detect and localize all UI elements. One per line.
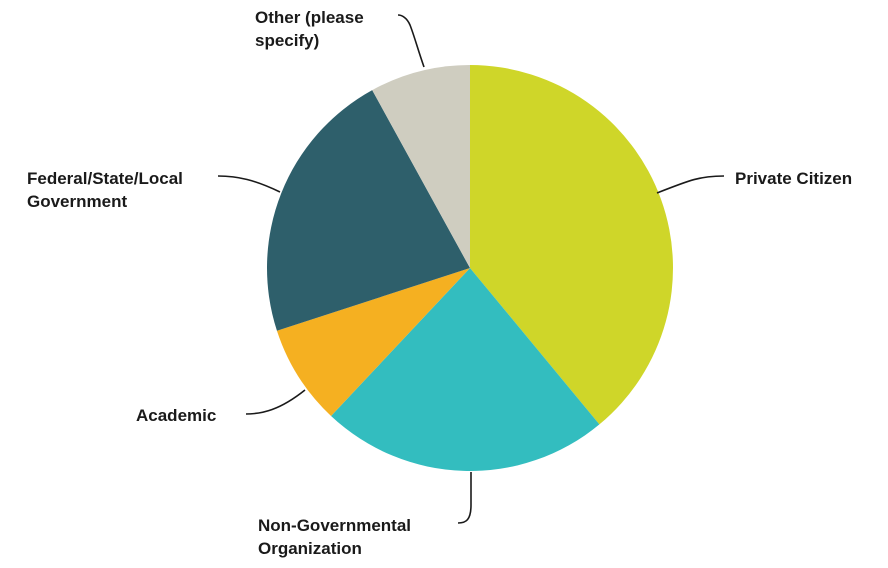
leader-lines-layer [217, 14, 725, 524]
pie-slice-private-citizen [470, 65, 673, 425]
labels-layer: Private Citizen Non-Governmental Organizat… [27, 8, 852, 558]
slice-label-federal-state-local-government: Federal/State/Local Government [27, 169, 183, 211]
leader-line-private-citizen [656, 175, 725, 194]
leader-line-federal-state-local-government [217, 175, 281, 193]
slice-label-other-please-specify: Other (please specify) [255, 8, 364, 50]
slice-label-non-governmental-organization: Non-Governmental Organization [258, 516, 411, 558]
slice-label-line: Academic [136, 406, 216, 425]
slice-label-line: Other (please [255, 8, 364, 27]
slice-label-line: Non-Governmental [258, 516, 411, 535]
slices-layer [267, 65, 673, 471]
leader-line-other-please-specify [397, 14, 425, 68]
slice-label-line: specify) [255, 31, 319, 50]
slice-label-line: Private Citizen [735, 169, 852, 188]
pie-slice-academic [276, 268, 470, 416]
slice-label-line: Government [27, 192, 127, 211]
slice-label-line: Organization [258, 539, 362, 558]
slice-label-academic: Academic [136, 406, 216, 425]
pie-slice-federal-state-local-government [267, 90, 470, 331]
slice-label-line: Federal/State/Local [27, 169, 183, 188]
leader-line-academic [245, 389, 306, 415]
leader-line-non-governmental-organization [457, 472, 472, 524]
pie-slice-non-governmental-organization [331, 268, 600, 471]
slice-label-private-citizen: Private Citizen [735, 169, 852, 188]
pie-slice-other-please-specify [372, 65, 470, 268]
